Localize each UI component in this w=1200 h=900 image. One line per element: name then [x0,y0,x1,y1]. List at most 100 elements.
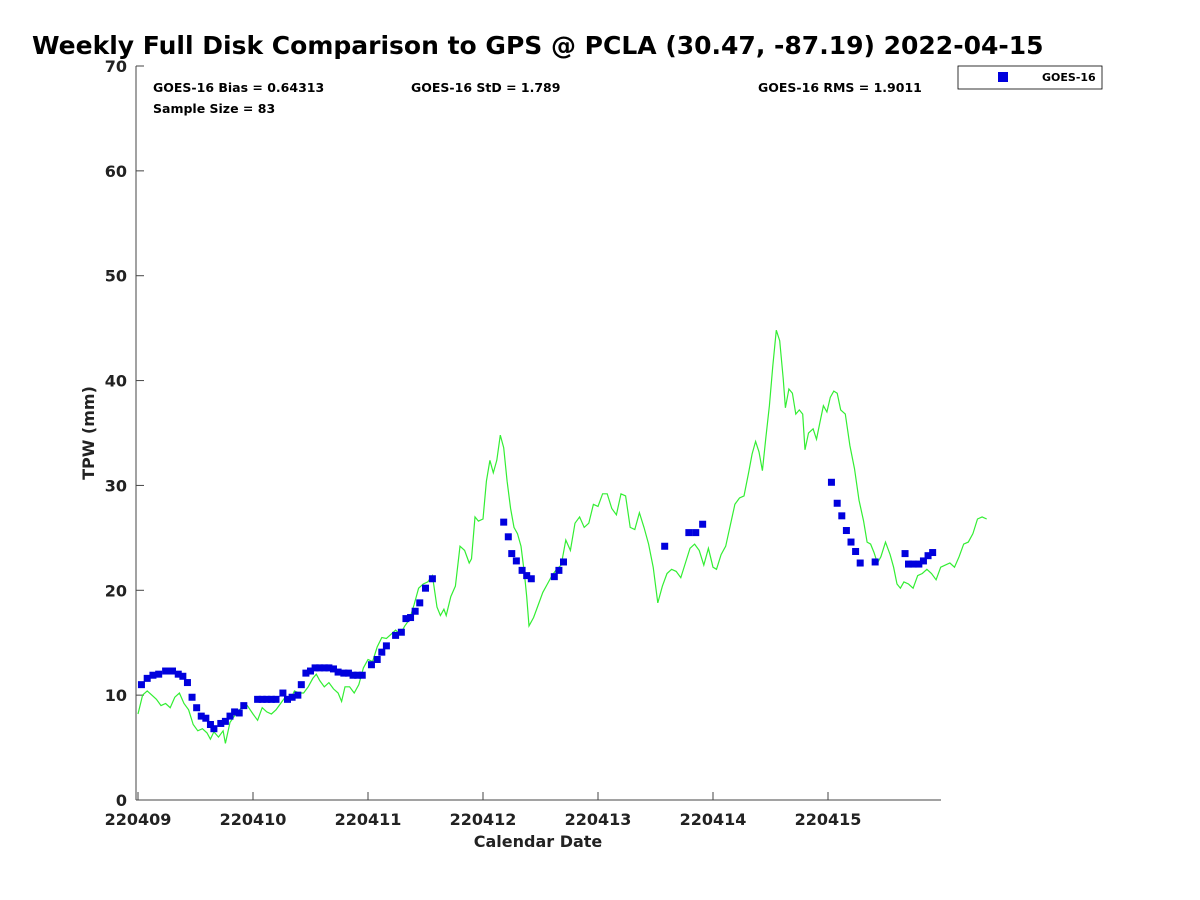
goes16-point [267,695,275,703]
goes16-point [174,670,182,678]
goes16-point [320,664,328,672]
goes16-point [149,671,157,679]
goes16-point [188,693,196,701]
x-tick-label: 220409 [105,810,172,829]
goes16-point [416,599,424,607]
y-tick-label: 0 [116,791,127,810]
y-tick-label: 70 [105,57,127,76]
chart-title: Weekly Full Disk Comparison to GPS @ PCL… [32,31,1044,60]
goes16-point [231,708,239,716]
goes16-point [560,558,567,566]
x-ticks: 220409 220410 220411 220412 220413 220414 2204… [105,792,862,829]
goes16-point [428,575,436,583]
goes16-point [905,560,912,568]
goes16-point [294,691,302,699]
goes16-point [422,584,429,592]
series-line-gps [137,330,987,744]
goes16-point [155,670,163,678]
goes16-point [838,512,846,520]
goes16-point [842,527,850,535]
goes16-point [297,681,305,689]
x-tick-label: 220412 [450,810,517,829]
y-tick-label: 10 [105,686,127,705]
stat-bias: GOES-16 Bias = 0.64313 [153,80,324,95]
plot-area: 0 10 20 30 40 50 60 70 220409 220410 220411 220412… [105,57,987,829]
goes16-point [523,572,531,580]
goes16-point [500,518,508,526]
goes16-point [924,552,932,560]
goes16-point [661,542,669,550]
goes16-point [316,664,324,672]
goes16-point [272,695,280,703]
goes16-point [402,615,410,623]
goes16-point [550,573,558,581]
y-tick-label: 60 [105,162,127,181]
goes16-point [179,672,187,680]
goes16-point [358,671,366,679]
goes16-point [334,668,342,676]
goes16-point [827,478,835,486]
stat-sample-size: Sample Size = 83 [153,101,275,116]
goes16-point [202,714,210,722]
goes16-point [527,575,535,583]
goes16-point [518,566,526,574]
goes16-point [279,689,287,697]
goes16-point [392,631,400,639]
goes16-point [508,550,516,558]
goes16-point [240,702,248,710]
goes16-point [254,695,262,703]
goes16-point [206,721,214,729]
goes16-point [197,712,205,720]
goes16-point [162,667,170,675]
x-tick-label: 220411 [335,810,402,829]
goes16-point [397,628,405,636]
goes16-point [915,560,923,568]
goes16-point [311,664,319,672]
y-ticks: 0 10 20 30 40 50 60 70 [105,57,144,810]
y-tick-label: 30 [105,476,127,495]
y-tick-label: 50 [105,267,127,286]
goes16-point [307,667,314,675]
goes16-point [871,558,879,566]
x-tick-label: 220413 [565,810,632,829]
goes16-point [302,669,310,677]
stat-rms: GOES-16 RMS = 1.9011 [758,80,922,95]
goes16-point [373,655,381,663]
goes16-point [382,642,390,650]
goes16-point [901,550,909,558]
legend-box [957,65,1103,90]
goes16-point [210,725,218,733]
goes16-point [288,693,296,701]
x-axis-label: Calendar Date [474,832,603,851]
goes16-point [349,671,357,679]
y-tick-label: 20 [105,581,127,600]
goes16-point [692,529,700,537]
goes16-point [555,566,563,574]
goes16-point [852,547,860,555]
goes16-point [193,704,201,712]
goes16-point [909,560,917,568]
goes16-point [183,679,191,687]
goes16-point [235,709,243,717]
goes16-point [833,499,841,507]
goes16-point [354,671,362,679]
goes16-point [344,669,352,677]
goes16-point [226,712,234,720]
goes16-point [378,648,386,656]
goes16-point [330,665,337,673]
legend: GOES-16 [957,65,1103,90]
y-axis-label: TPW (mm) [79,386,98,480]
y-tick-label: 40 [105,372,127,391]
goes16-point [512,557,520,565]
stat-std: GOES-16 StD = 1.789 [411,80,560,95]
goes16-point [685,529,693,537]
goes16-point [367,661,375,669]
x-tick-label: 220415 [795,810,862,829]
goes16-point [411,607,419,615]
goes16-point [263,695,271,703]
x-tick-label: 220410 [220,810,287,829]
goes16-point [407,614,415,622]
goes16-point [143,674,151,682]
goes16-point [504,533,512,541]
